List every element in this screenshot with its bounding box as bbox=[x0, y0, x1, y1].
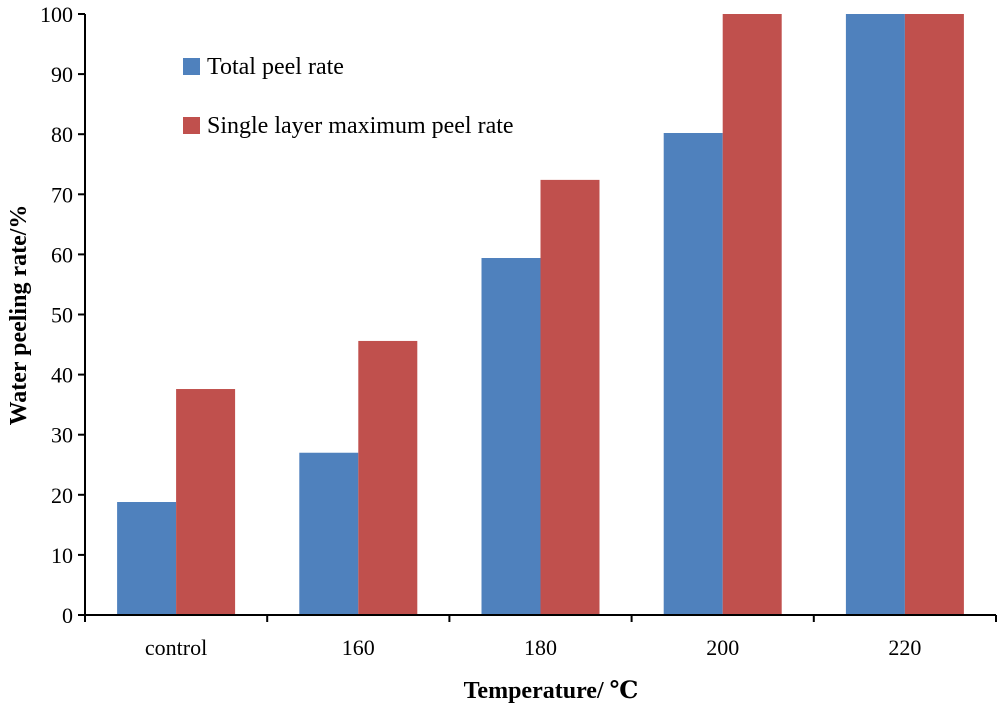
x-axis-title: Temperature/ ℃ bbox=[464, 678, 639, 704]
axes-group: control 160 180 200 220 0 10 20 30 40 50 60 70 80 90 10… bbox=[40, 2, 997, 660]
y-tick-label: 90 bbox=[51, 62, 73, 87]
y-tick-label: 20 bbox=[51, 483, 73, 508]
y-tick-label: 40 bbox=[51, 363, 73, 388]
legend-label: Single layer maximum peel rate bbox=[207, 113, 514, 139]
y-tick-label: 100 bbox=[40, 2, 73, 27]
bar-total-180 bbox=[481, 258, 541, 615]
legend-swatch bbox=[183, 117, 200, 134]
y-tick-label: 10 bbox=[51, 543, 73, 568]
bar-single-layer-160 bbox=[358, 340, 418, 615]
x-tick-label: 220 bbox=[888, 635, 921, 660]
y-tick-label: 70 bbox=[51, 182, 73, 207]
y-tick-label: 80 bbox=[51, 122, 73, 147]
x-tick-label: 200 bbox=[706, 635, 739, 660]
bar-single-layer-control bbox=[176, 389, 236, 615]
bar-single-layer-200 bbox=[722, 14, 782, 615]
bar-total-220 bbox=[845, 14, 905, 615]
bar-single-layer-180 bbox=[540, 179, 600, 615]
bars-group bbox=[117, 14, 964, 616]
bar-total-200 bbox=[663, 132, 723, 616]
x-tick-label: 180 bbox=[524, 635, 557, 660]
x-tick-label: 160 bbox=[342, 635, 375, 660]
bar-single-layer-220 bbox=[904, 14, 964, 615]
y-tick-label: 0 bbox=[62, 603, 73, 628]
x-tick-label: control bbox=[145, 635, 207, 660]
bar-total-control bbox=[117, 502, 177, 615]
y-axis-title: Water peeling rate/% bbox=[6, 205, 32, 426]
y-tick-label: 30 bbox=[51, 423, 73, 448]
legend-swatch bbox=[183, 58, 200, 75]
legend-label: Total peel rate bbox=[207, 54, 344, 80]
y-tick-label: 60 bbox=[51, 242, 73, 267]
y-tick-label: 50 bbox=[51, 303, 73, 328]
bar-total-160 bbox=[299, 452, 359, 615]
legend: Total peel rate Single layer maximum peel… bbox=[183, 54, 514, 139]
